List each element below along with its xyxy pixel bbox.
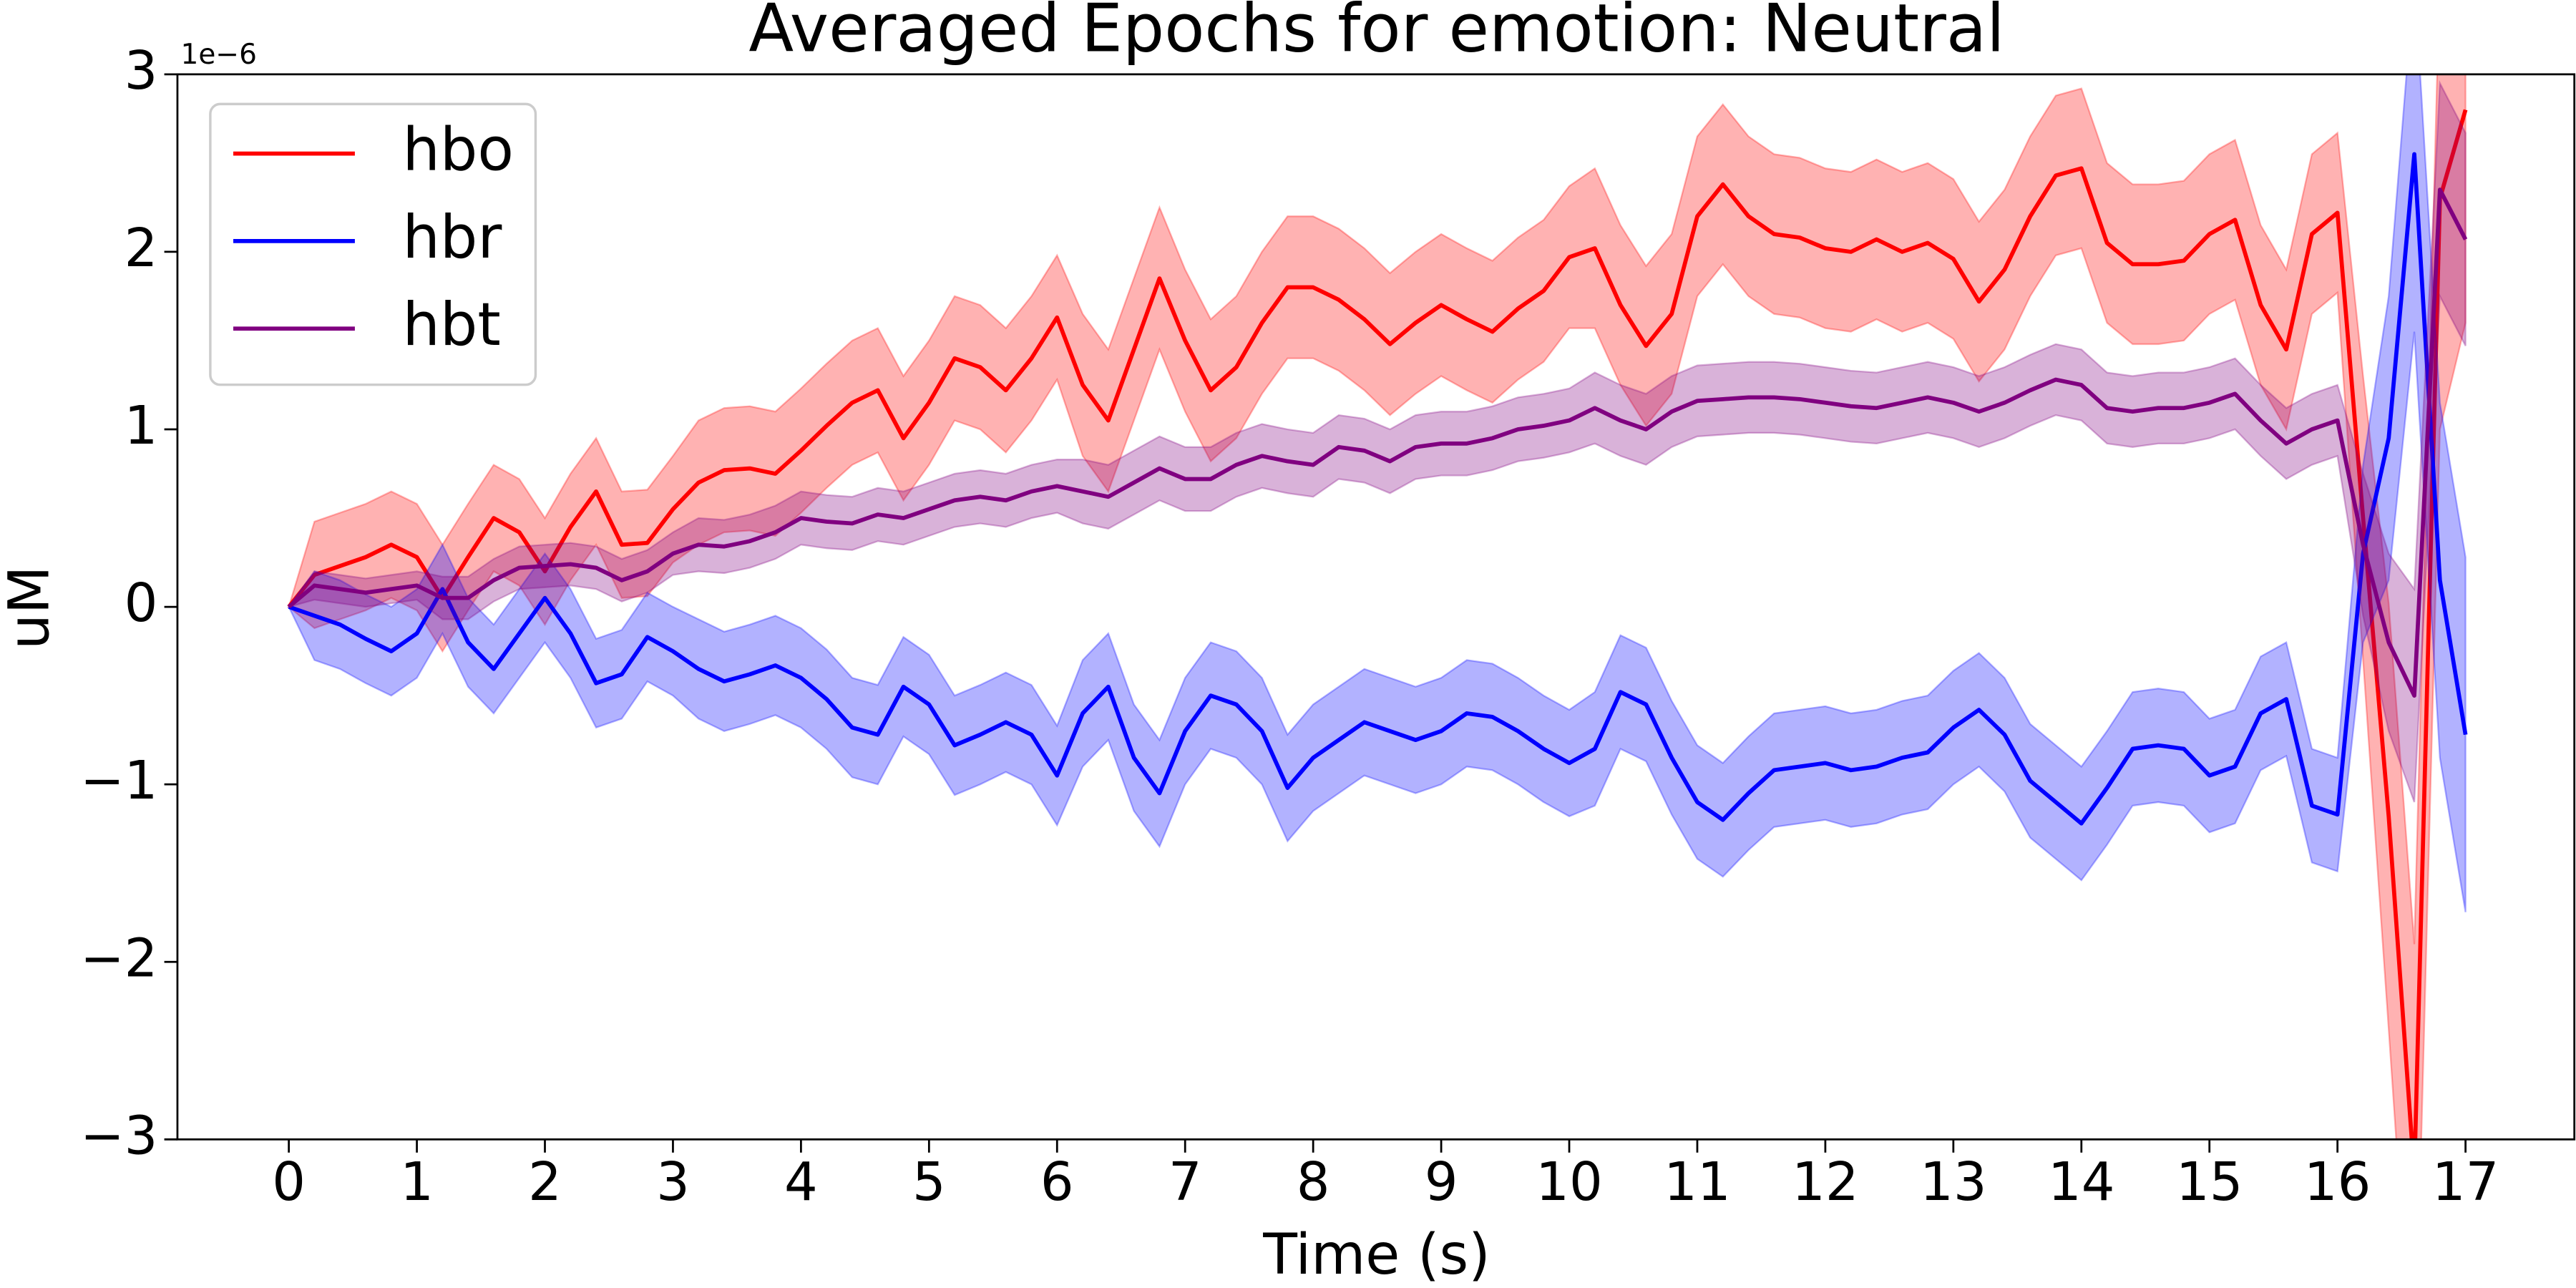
y-tick-label: 0 [125,573,158,634]
x-tick-label: 14 [2048,1152,2114,1213]
line [287,109,2468,1140]
x-tick-label: 11 [1664,1152,1730,1213]
x-tick-label: 0 [272,1152,306,1213]
y-tick-label: 2 [125,218,158,279]
chart-title: Averaged Epochs for emotion: Neutral [748,0,2004,67]
x-tick-label: 10 [1536,1152,1602,1213]
y-tick-label: −2 [80,928,157,989]
x-tick-label: 7 [1169,1152,1202,1213]
y-axis-label: uM [0,566,62,650]
y-offset-label: 1e−6 [181,39,257,71]
y-tick-label: −3 [80,1106,157,1166]
legend-box [209,102,537,386]
plot-area [286,74,2468,1140]
y-tick-label: −1 [80,751,157,811]
x-tick-label: 13 [1920,1152,1986,1213]
axes-frame [176,73,2576,1141]
x-tick-label: 12 [1792,1152,1858,1213]
x-axis-label: Time (s) [1262,1222,1490,1287]
legend-label: hbo [402,114,513,184]
x-tick-label: 6 [1040,1152,1074,1213]
x-tick-label: 1 [400,1152,434,1213]
x-tick-label: 5 [912,1152,946,1213]
x-tick-label: 3 [656,1152,690,1213]
x-tick-label: 4 [784,1152,818,1213]
legend: hbo hbr hbt [233,114,514,359]
x-tick-label: 16 [2304,1152,2371,1213]
line [288,152,2468,826]
x-tick-label: 15 [2176,1152,2243,1213]
x-tick-label: 2 [528,1152,562,1213]
x-tick-label: 8 [1297,1152,1330,1213]
legend-label: hbr [402,203,502,272]
x-tick-label: 9 [1425,1152,1458,1213]
line [287,187,2468,698]
y-tick-label: 1 [125,396,158,457]
y-tick-label: 3 [125,41,158,102]
legend-label: hbt [402,290,500,359]
x-tick-label: 17 [2432,1152,2499,1213]
